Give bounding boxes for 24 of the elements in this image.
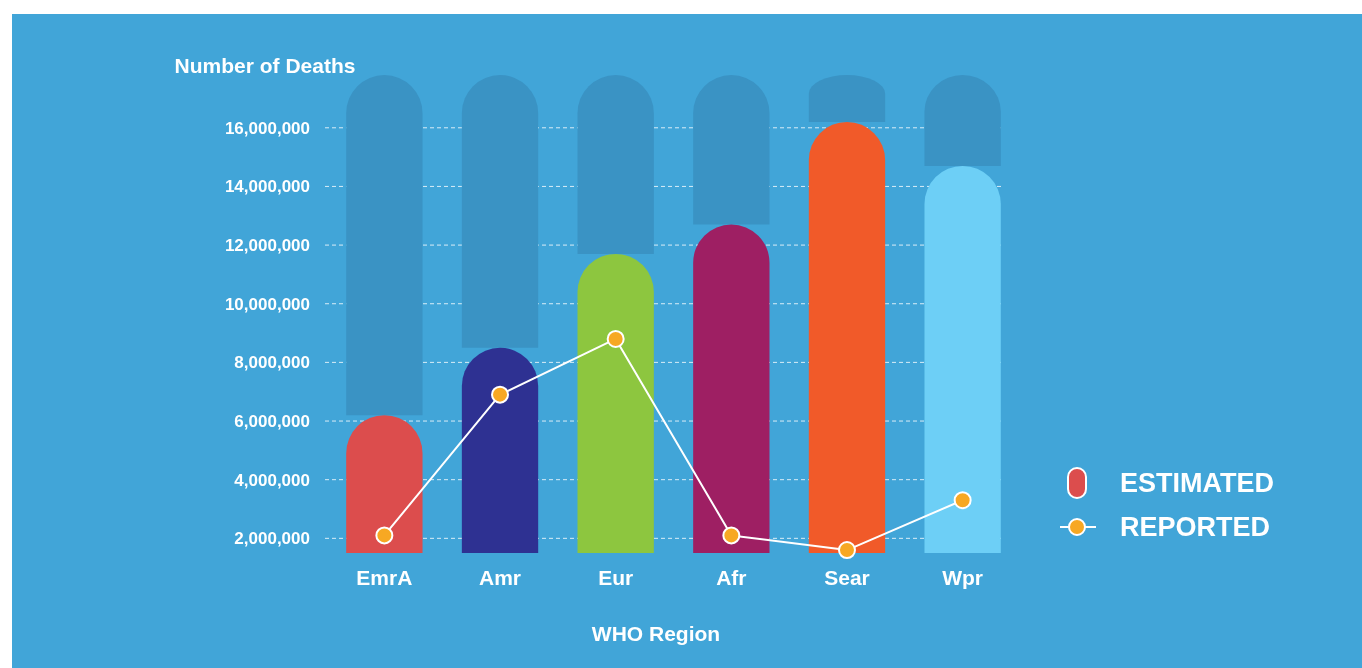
point bbox=[722, 526, 741, 545]
x-tick-label: EmrA bbox=[356, 566, 413, 589]
y-axis-title: Number of Deaths bbox=[174, 54, 356, 77]
y-tick-label: 8,000,000 bbox=[234, 353, 310, 373]
y-tick-label: 10,000,000 bbox=[224, 294, 310, 314]
legend-label: ESTIMATED bbox=[1120, 468, 1274, 499]
y-tick-label: 2,000,000 bbox=[234, 529, 310, 549]
point bbox=[953, 491, 972, 510]
point bbox=[606, 329, 625, 348]
y-tick-label: 4,000,000 bbox=[234, 470, 310, 490]
legend-label: REPORTED bbox=[1120, 512, 1271, 543]
y-tick-label: 14,000,000 bbox=[224, 177, 310, 197]
x-axis-title: WHO Region bbox=[591, 622, 721, 645]
x-tick-label: Wpr bbox=[942, 566, 984, 589]
x-tick-label: Amr bbox=[479, 566, 522, 589]
point bbox=[491, 385, 510, 404]
y-tick-label: 12,000,000 bbox=[224, 236, 310, 256]
point bbox=[837, 541, 856, 560]
point bbox=[375, 526, 394, 545]
x-tick-label: Afr bbox=[716, 566, 747, 589]
x-tick-label: Eur bbox=[598, 566, 634, 589]
y-tick-label: 16,000,000 bbox=[224, 118, 310, 138]
y-tick-label: 6,000,000 bbox=[234, 411, 310, 431]
x-tick-label: Sear bbox=[824, 566, 870, 589]
